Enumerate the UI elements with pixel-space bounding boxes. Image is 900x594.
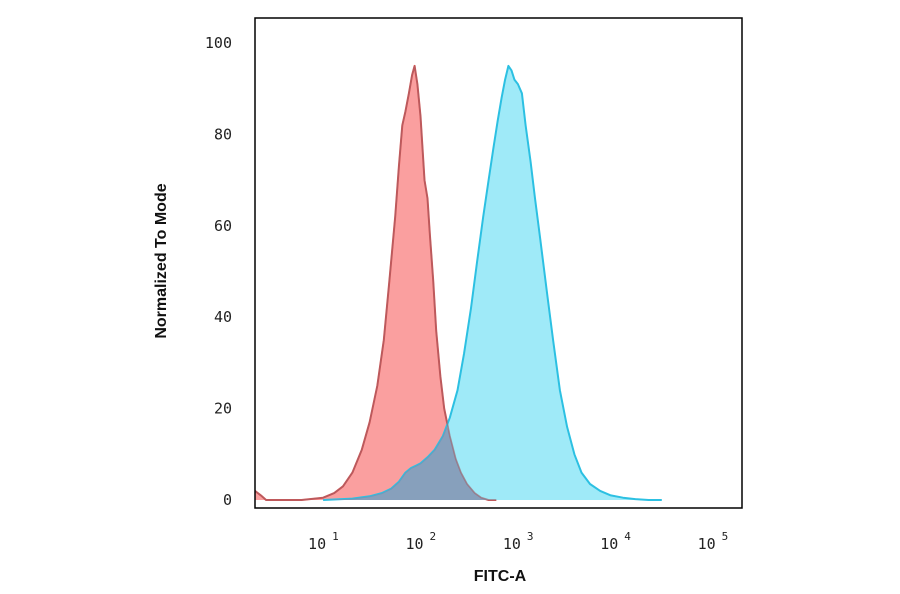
histogram-line-1-overlay xyxy=(254,65,497,501)
plot-frame xyxy=(254,17,743,509)
x-tick-label: 10 xyxy=(503,535,521,553)
x-axis-label: FITC-A xyxy=(474,568,527,585)
histogram-line-2 xyxy=(323,64,662,501)
histogram-area-2 xyxy=(323,65,662,501)
x-tick-exponent: 2 xyxy=(429,530,436,543)
x-tick-exponent: 3 xyxy=(527,530,534,543)
y-tick-labels: 0 20 40 60 80 100 xyxy=(205,34,232,509)
y-tick-label: 0 xyxy=(223,491,232,509)
overlap-area xyxy=(323,426,497,500)
series-layer xyxy=(254,64,662,501)
x-tick-exponent: 5 xyxy=(722,530,729,543)
x-tick-label: 10 xyxy=(600,535,618,553)
y-tick-label: 60 xyxy=(214,217,232,235)
x-tick-label: 10 xyxy=(308,535,326,553)
x-tick-exponent: 1 xyxy=(332,530,339,543)
y-tick-label: 20 xyxy=(214,400,232,418)
y-tick-label: 40 xyxy=(214,308,232,326)
y-tick-label: 100 xyxy=(205,34,232,52)
y-axis-label: Normalized To Mode xyxy=(153,183,170,338)
x-tick-label: 10 xyxy=(405,535,423,553)
histogram-area-1 xyxy=(255,65,497,501)
x-tick-labels: 10 1 10 2 10 3 10 4 10 5 xyxy=(308,530,728,553)
x-tick-exponent: 4 xyxy=(624,530,631,543)
x-tick-label: 10 xyxy=(698,535,716,553)
y-tick-label: 80 xyxy=(214,125,232,143)
